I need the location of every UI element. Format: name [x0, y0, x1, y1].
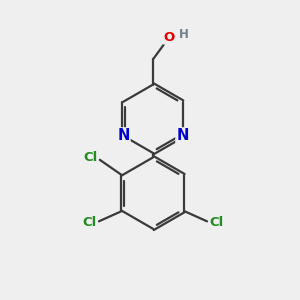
Text: Cl: Cl: [82, 216, 97, 229]
Text: O: O: [164, 31, 175, 44]
Text: N: N: [176, 128, 189, 143]
Text: Cl: Cl: [209, 216, 224, 229]
Text: H: H: [178, 28, 188, 40]
Text: Cl: Cl: [83, 151, 98, 164]
Text: N: N: [117, 128, 130, 143]
